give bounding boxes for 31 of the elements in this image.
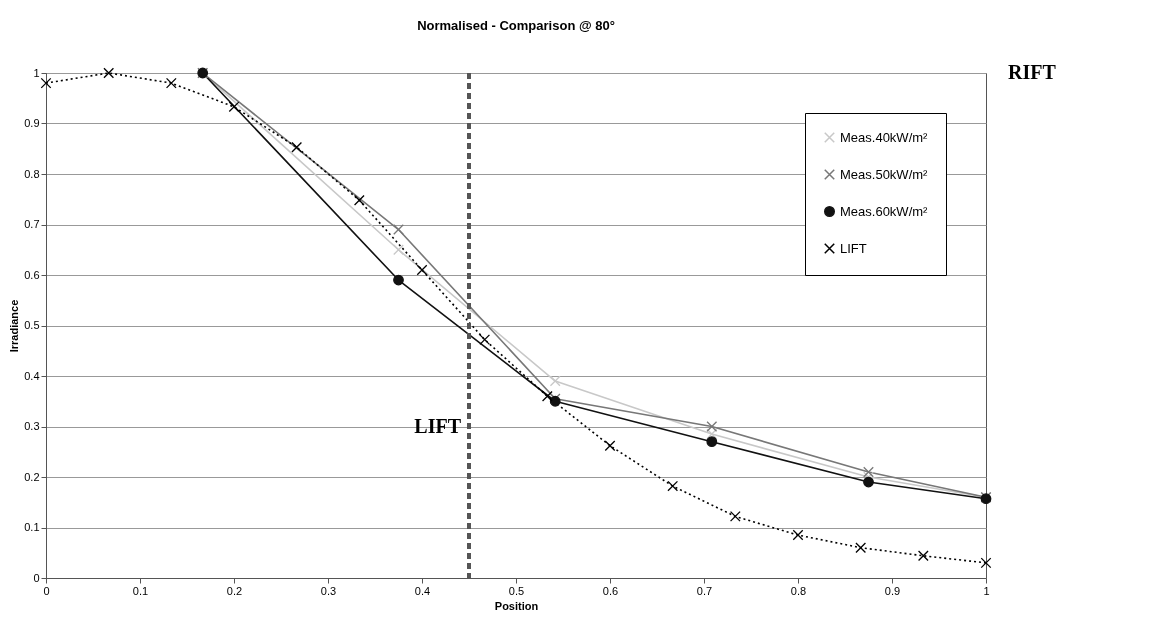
x-tick-label: 0.7 [696,584,713,597]
chart-title: Normalised - Comparison @ 80° [417,18,615,33]
y-tick-label: 0.6 [24,268,40,281]
y-tick-label: 0.1 [24,521,40,533]
x-tick-label: 0.1 [132,584,149,597]
x-tick-label: 0.3 [320,584,337,597]
x-tick-label: 0 [43,584,50,597]
x-axis-title: Position [494,599,539,612]
y-tick-label: 0.3 [24,420,40,432]
y-tick-label: 0.4 [24,369,40,382]
legend-label: LIFT [840,240,867,256]
y-tick-label: 0 [33,571,40,584]
y-tick-label: 0.9 [24,117,40,129]
y-tick-label: 0.5 [24,319,40,331]
x-tick-label: 0.8 [790,584,807,597]
text: RIFT [1008,61,1057,83]
x-tick-label: 0.6 [602,584,619,597]
y-tick-label: 0.2 [24,470,40,483]
legend-label: Meas.40kW/m² [840,129,929,145]
legend-label: Meas.50kW/m² [840,166,929,182]
ref-line-label: LIFT [414,414,462,437]
legend-label: Meas.60kW/m² [840,203,929,219]
x-tick-label: 0.2 [226,584,243,597]
y-tick-label: 1 [33,66,40,79]
x-tick-label: 1 [983,584,990,597]
y-tick-label: 0.8 [24,167,40,180]
y-axis-title: Irradiance [8,299,21,353]
x-tick-label: 0.9 [884,584,901,597]
x-tick-label: 0.4 [414,584,431,597]
y-tick-label: 0.7 [24,218,40,230]
x-tick-label: 0.5 [508,584,525,597]
